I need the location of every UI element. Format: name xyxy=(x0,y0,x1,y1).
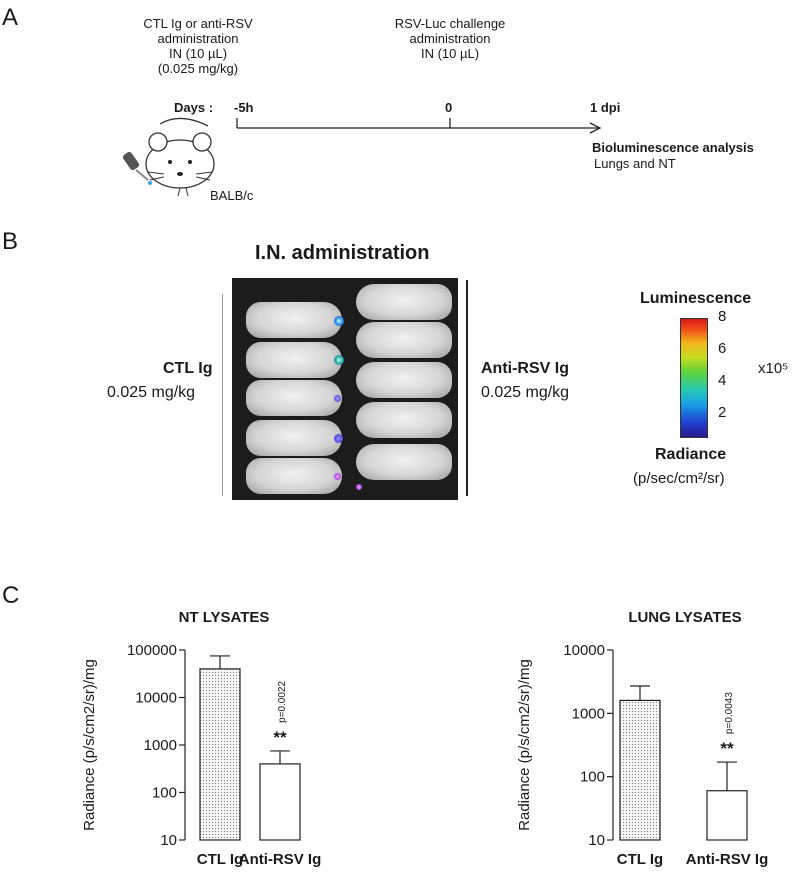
nt-lysates-chart: NT LYSATES Radiance (p/s/cm2/sr)/mg 100000… xyxy=(81,609,322,868)
x-category-label: Anti-RSV Ig xyxy=(239,851,322,868)
scale-tick-2: 2 xyxy=(718,404,727,421)
y-tick-label: 100 xyxy=(580,769,605,786)
signal-antirsv-1 xyxy=(356,484,362,490)
scale-tick-6: 6 xyxy=(718,340,727,357)
antirsv-group-name: Anti-RSV Ig xyxy=(481,360,569,377)
analysis-title: Bioluminescence analysis xyxy=(592,140,754,155)
imaging-title: I.N. administration xyxy=(255,242,430,264)
x-category-label: CTL Ig xyxy=(197,851,243,868)
significance-stars: ** xyxy=(720,739,734,758)
mouse-ctl-5 xyxy=(246,458,342,494)
step2-line2: administration xyxy=(409,31,491,46)
step2-label: RSV-Luc challenge administration IN (10 … xyxy=(375,16,525,61)
mouse-ctl-4 xyxy=(246,420,342,456)
mouse-antirsv-1 xyxy=(356,284,452,320)
signal-ctl-4 xyxy=(334,434,343,443)
signal-ctl-2 xyxy=(334,355,344,365)
y-tick-label: 10000 xyxy=(563,642,605,659)
y-tick-label: 10000 xyxy=(135,690,177,707)
y-tick-label: 100000 xyxy=(127,642,177,659)
mouse-ctl-1 xyxy=(246,302,342,338)
y-tick-label: 10 xyxy=(588,832,605,849)
mouse-pipette-icon xyxy=(122,117,215,197)
days-label: Days : xyxy=(174,100,214,115)
chart-title: NT LYSATES xyxy=(179,609,270,626)
scale-tick-8: 8 xyxy=(718,308,727,325)
x-category-label: CTL Ig xyxy=(617,851,663,868)
signal-ctl-5 xyxy=(334,473,341,480)
bioluminescence-image xyxy=(232,278,458,500)
luminescence-colorbar xyxy=(680,318,708,438)
mouse-antirsv-5 xyxy=(356,444,452,480)
tick-label-1dpi: 1 dpi xyxy=(590,100,621,115)
p-value-label: p=0.0043 xyxy=(724,692,735,734)
scale-tick-4: 4 xyxy=(718,372,727,389)
ctl-group-dose: 0.025 mg/kg xyxy=(107,384,196,401)
x-category-label: Anti-RSV Ig xyxy=(686,851,769,868)
y-axis-label: Radiance (p/s/cm2/sr)/mg xyxy=(516,659,533,831)
bar-ctl-ig xyxy=(619,699,661,841)
step1-label: CTL Ig or anti-RSV administration IN (10… xyxy=(128,16,268,76)
y-axis-label: Radiance (p/s/cm2/sr)/mg xyxy=(81,659,98,831)
y-tick-label: 1000 xyxy=(144,737,177,754)
bar-anti-rsv-ig xyxy=(259,763,301,841)
mouse-antirsv-2 xyxy=(356,322,452,358)
panel-label-c: C xyxy=(2,582,20,609)
y-tick-label: 100 xyxy=(152,785,177,802)
mouse-ctl-2 xyxy=(246,342,342,378)
tick-label-0: 0 xyxy=(445,100,453,115)
step2-line1: RSV-Luc challenge xyxy=(394,16,506,31)
timeline-axis xyxy=(236,118,602,134)
lung-lysates-chart: LUNG LYSATES Radiance (p/s/cm2/sr)/mg 1000… xyxy=(516,609,769,868)
scale-bottom-label: Radiance xyxy=(655,446,727,463)
scale-units: (p/sec/cm²/sr) xyxy=(633,470,725,487)
step2-line3: IN (10 µL) xyxy=(420,46,480,61)
antirsv-group-dose: 0.025 mg/kg xyxy=(481,384,570,401)
right-divider xyxy=(466,280,468,496)
mouse-ctl-3 xyxy=(246,380,342,416)
mouse-antirsv-3 xyxy=(356,362,452,398)
scale-multiplier: x10⁵ xyxy=(758,360,789,377)
y-tick-label: 10 xyxy=(160,832,177,849)
bar-anti-rsv-ig xyxy=(706,790,748,841)
step1-line4: (0.025 mg/kg) xyxy=(157,61,239,76)
mouse-antirsv-4 xyxy=(356,402,452,438)
significance-stars: ** xyxy=(273,728,287,747)
p-value-label: p=0.0022 xyxy=(277,681,288,723)
panel-label-b: B xyxy=(2,228,19,255)
step1-line1: CTL Ig or anti-RSV xyxy=(143,16,253,31)
chart-title: LUNG LYSATES xyxy=(628,609,741,626)
y-tick-label: 1000 xyxy=(572,705,605,722)
analysis-subtitle: Lungs and NT xyxy=(594,156,676,171)
signal-ctl-1 xyxy=(334,316,344,326)
ctl-group-name: CTL Ig xyxy=(163,360,213,377)
step1-line2: administration xyxy=(157,31,239,46)
step1-line3: IN (10 µL) xyxy=(168,46,228,61)
signal-ctl-3 xyxy=(334,395,341,402)
scale-top-label: Luminescence xyxy=(640,290,752,307)
strain-label: BALB/c xyxy=(210,188,254,203)
panel-label-a: A xyxy=(2,4,19,31)
left-divider xyxy=(222,294,223,496)
tick-label-minus5h: -5h xyxy=(234,100,254,115)
bar-ctl-ig xyxy=(199,668,241,841)
